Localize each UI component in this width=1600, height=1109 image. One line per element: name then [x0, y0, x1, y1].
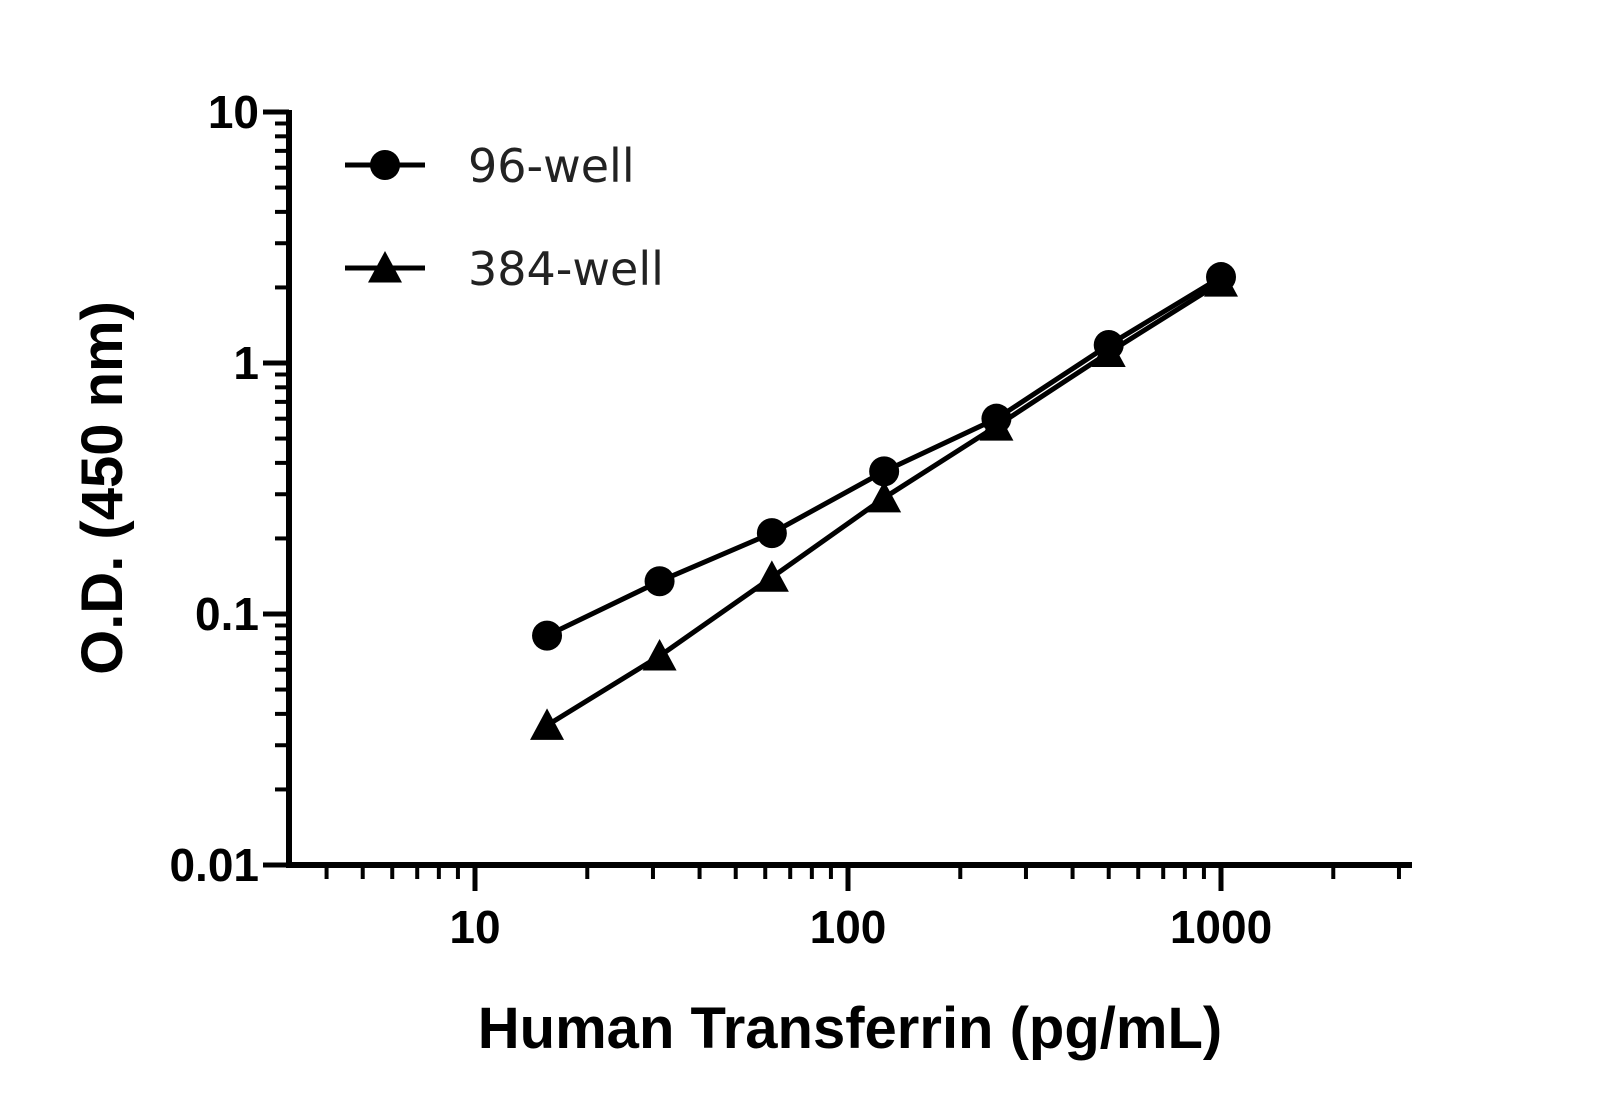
- legend-item-384-well: 384-well: [345, 242, 664, 296]
- x-tick-label: 10: [449, 901, 500, 953]
- legend-marker-96-well: [370, 150, 400, 180]
- x-axis-title: Human Transferrin (pg/mL): [478, 996, 1222, 1061]
- data-point-384-well: [642, 639, 677, 671]
- legend-marker-384-well: [368, 251, 402, 283]
- data-point-384-well: [530, 708, 565, 740]
- data-point-96-well: [644, 566, 675, 597]
- y-tick-label: 0.1: [195, 588, 259, 640]
- y-tick-label: 0.01: [169, 839, 259, 891]
- data-point-384-well: [867, 480, 902, 513]
- y-axis-title: O.D. (450 nm): [70, 301, 135, 675]
- y-tick-label: 1: [233, 337, 259, 389]
- data-point-96-well: [1093, 329, 1124, 360]
- series-384-well: [530, 265, 1238, 740]
- data-point-96-well: [1206, 262, 1236, 293]
- x-tick-label: 1000: [1170, 901, 1272, 953]
- legend: 96-well 384-well: [345, 139, 664, 296]
- series-layer: [530, 262, 1238, 740]
- x-tick-label: 100: [810, 901, 887, 953]
- data-point-96-well: [532, 620, 563, 651]
- legend-item-96-well: 96-well: [345, 139, 635, 193]
- legend-label-96-well: 96-well: [468, 139, 635, 193]
- axes: 0.01 0.1 1 10 10 100 1000: [169, 86, 1412, 953]
- data-point-96-well: [756, 518, 787, 549]
- data-point-96-well: [981, 403, 1012, 434]
- legend-label-384-well: 384-well: [468, 242, 664, 296]
- y-tick-label: 10: [208, 86, 259, 138]
- data-point-384-well: [754, 560, 789, 592]
- data-point-96-well: [869, 456, 900, 487]
- series-96-well: [532, 262, 1236, 651]
